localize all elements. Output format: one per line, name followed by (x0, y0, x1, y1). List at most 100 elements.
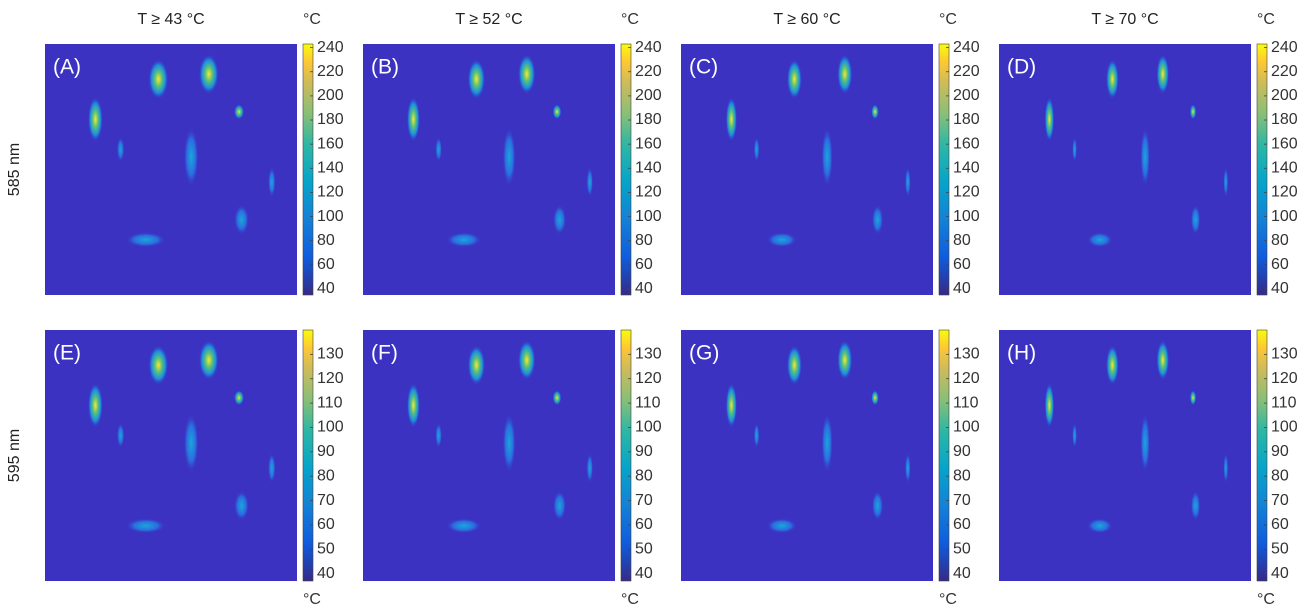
hotspot (871, 390, 879, 406)
heatmap-background (363, 330, 615, 581)
colorbar-tick-label: 120 (317, 370, 344, 387)
hotspot (1140, 412, 1150, 474)
hotspot (517, 340, 536, 381)
colorbar-tick-label: 90 (317, 443, 335, 460)
hotspot (87, 96, 103, 142)
hotspot (766, 518, 798, 534)
colorbar-tick-label: 60 (635, 516, 653, 533)
heatmap-background (681, 44, 933, 295)
hotspot (234, 204, 250, 235)
colorbar-tick-label: 110 (1271, 394, 1297, 411)
hotspot (821, 412, 833, 474)
colorbar-unit: °C (621, 11, 639, 28)
colorbar-tick-label: 160 (953, 135, 980, 152)
panel-label: (F) (371, 342, 398, 365)
colorbar-tick-label: 60 (1271, 516, 1289, 533)
panel-label: (A) (53, 56, 81, 79)
hotspot (268, 452, 276, 484)
hotspot (1072, 136, 1078, 162)
hotspot (502, 412, 516, 474)
hotspot (837, 340, 853, 381)
hotspot (725, 96, 738, 142)
colorbar-tick-label: 40 (317, 280, 335, 297)
colorbar-tick-label: 130 (1271, 346, 1298, 363)
colorbar-tick-label: 60 (635, 256, 653, 273)
hotspot (183, 126, 199, 188)
colorbar-unit: °C (1257, 591, 1275, 608)
hotspot (1156, 54, 1170, 95)
colorbar-tick-label: 140 (635, 160, 662, 177)
colorbar-tick-label: 70 (953, 492, 971, 509)
colorbar-tick-label: 180 (635, 111, 662, 128)
hotspot (1190, 204, 1201, 235)
colorbar-tick-label: 180 (953, 111, 980, 128)
colorbar-tick-label: 80 (317, 232, 335, 249)
hotspot (87, 382, 103, 428)
colorbar-tick-label: 120 (1271, 370, 1298, 387)
colorbar (620, 329, 632, 582)
colorbar-unit: °C (1257, 11, 1275, 28)
colorbar-tick-label: 220 (317, 63, 344, 80)
panel-label: (H) (1007, 342, 1036, 365)
hotspot (1189, 390, 1197, 406)
colorbar-tick-label: 160 (635, 135, 662, 152)
hotspot (198, 54, 219, 95)
heatmap-background (999, 44, 1251, 295)
colorbar-tick-label: 70 (635, 492, 653, 509)
hotspot (586, 452, 594, 484)
panel-label: (C) (689, 56, 718, 79)
colorbar-tick-label: 40 (953, 280, 971, 297)
colorbar-tick-label: 110 (635, 394, 661, 411)
colorbar-tick-label: 240 (317, 39, 344, 56)
hotspot (116, 136, 125, 162)
colorbar-tick-label: 120 (635, 370, 662, 387)
colorbar-unit: °C (939, 11, 957, 28)
colorbar (302, 329, 314, 582)
panel-label: (D) (1007, 56, 1036, 79)
colorbar-tick-label: 200 (635, 87, 662, 104)
colorbar-tick-label: 140 (317, 160, 344, 177)
colorbar (620, 43, 632, 296)
colorbar-tick-label: 40 (635, 565, 653, 582)
colorbar-tick-label: 60 (953, 256, 971, 273)
hotspot (148, 345, 169, 386)
colorbar-tick-label: 50 (953, 541, 971, 558)
hotspot (198, 340, 219, 381)
colorbar-tick-label: 130 (953, 346, 980, 363)
colorbar (1256, 329, 1268, 582)
hotspot (1223, 452, 1229, 484)
column-title: T ≥ 43 °C (137, 11, 204, 28)
colorbar-tick-label: 200 (953, 87, 980, 104)
hotspot (125, 518, 166, 534)
hotspot (1105, 345, 1119, 386)
colorbar-tick-label: 100 (317, 419, 344, 436)
hotspot (1156, 340, 1170, 381)
hotspot (1086, 518, 1113, 534)
colorbar-tick-label: 110 (317, 394, 343, 411)
hotspot (1044, 96, 1055, 142)
colorbar-tick-label: 40 (1271, 280, 1289, 297)
hotspot (552, 390, 562, 406)
hotspot (446, 232, 482, 248)
hotspot (725, 382, 738, 428)
hotspot (268, 166, 276, 198)
hotspot (552, 204, 567, 235)
hotspot (552, 490, 567, 521)
colorbar-tick-label: 100 (1271, 419, 1298, 436)
colorbar-tick-label: 40 (635, 280, 653, 297)
hotspot (1190, 490, 1201, 521)
hotspot (435, 422, 442, 448)
hotspot (446, 518, 482, 534)
colorbar-tick-label: 60 (317, 256, 335, 273)
hotspot (871, 490, 884, 521)
colorbar-tick-label: 80 (317, 467, 335, 484)
hotspot (406, 382, 421, 428)
hotspot (904, 452, 911, 484)
colorbar-tick-label: 220 (953, 63, 980, 80)
hotspot (586, 166, 594, 198)
colorbar-tick-label: 100 (1271, 208, 1298, 225)
hotspot (1044, 382, 1055, 428)
colorbar-tick-label: 100 (635, 419, 662, 436)
hotspot (467, 59, 486, 100)
colorbar-tick-label: 40 (317, 565, 335, 582)
